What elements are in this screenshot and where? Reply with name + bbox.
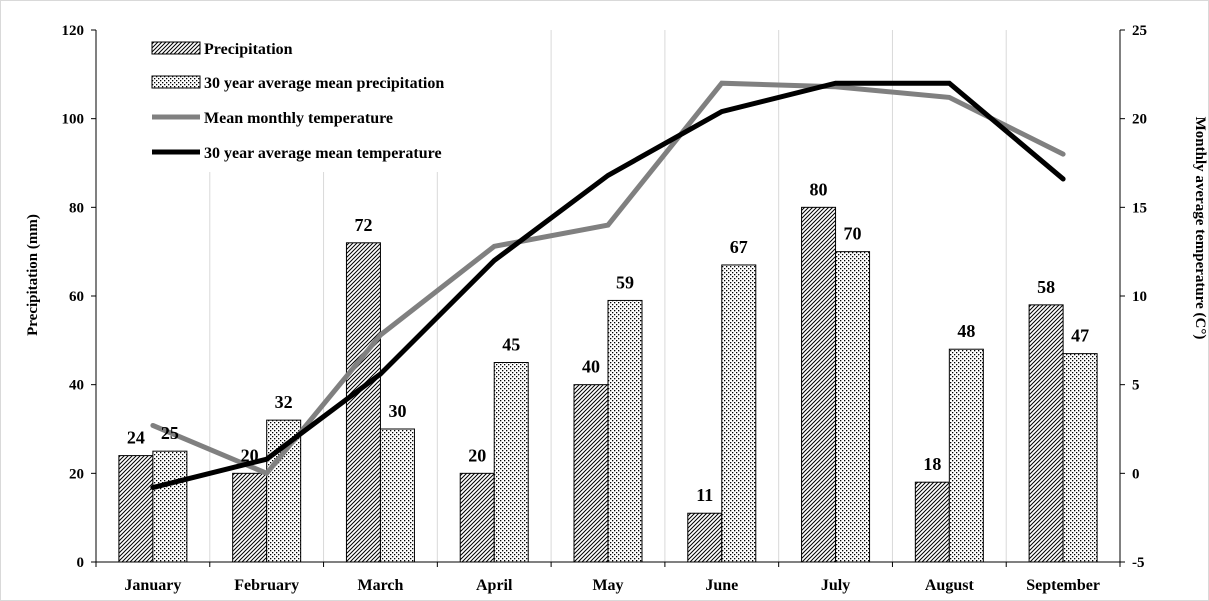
x-tick-label: September: [1026, 577, 1100, 594]
data-labels: 24 25 20 32 72 30 20 45 40 59 11 67 80 70 18 48 58 47: [127, 179, 1089, 505]
bar-avg-precipitation: [493, 362, 529, 563]
y-tick-label: 20: [69, 466, 84, 482]
y-tick-label: 60: [69, 289, 84, 305]
y2-tick-label: -5: [1132, 555, 1145, 571]
bar-precipitation: [1028, 304, 1064, 563]
data-label-avg-precipitation: 67: [730, 237, 748, 257]
legend-item-avg-temperature: 30 year average mean temperature: [152, 145, 442, 162]
y-axis-title: Precipitation (mm): [25, 214, 41, 336]
bar-avg-precipitation: [607, 299, 643, 563]
legend-item-mean-temperature: Mean monthly temperature: [152, 110, 393, 127]
data-label-avg-precipitation: 45: [502, 335, 520, 355]
legend-swatch-hatched: [151, 41, 201, 55]
y-tick-label: 40: [69, 378, 84, 394]
legend-item-avg-precipitation: 30 year average mean precipitation: [151, 75, 444, 92]
data-label-precipitation: 18: [923, 454, 941, 474]
bar-precipitation: [118, 455, 154, 563]
y2-tick-label: 25: [1132, 23, 1147, 39]
bar-avg-precipitation: [1062, 353, 1098, 563]
bar-precipitation: [232, 472, 268, 563]
data-label-avg-precipitation: 59: [616, 272, 634, 292]
x-tick-label: August: [925, 577, 975, 594]
bar-precipitation: [459, 472, 495, 563]
legend-item-precipitation: Precipitation: [151, 41, 293, 58]
x-tick-label: March: [357, 577, 403, 594]
data-label-avg-precipitation: 48: [957, 321, 975, 341]
data-label-precipitation: 20: [468, 445, 486, 465]
bar-precipitation: [914, 481, 950, 563]
legend-box: [148, 25, 503, 172]
data-label-avg-precipitation: 32: [275, 392, 293, 412]
legend-label: 30 year average mean temperature: [204, 145, 442, 162]
bar-avg-precipitation: [948, 348, 984, 563]
data-label-precipitation: 11: [696, 485, 713, 505]
legend-label: Mean monthly temperature: [204, 110, 393, 127]
legend-label: Precipitation: [204, 41, 293, 58]
data-label-precipitation: 58: [1037, 277, 1055, 297]
legend-label: 30 year average mean precipitation: [204, 75, 444, 92]
data-label-avg-precipitation: 47: [1071, 326, 1089, 346]
y2-tick-label: 0: [1132, 466, 1140, 482]
legend: Precipitation 30 year average mean preci…: [148, 25, 503, 172]
x-tick-label: February: [234, 577, 299, 594]
bar-avg-precipitation: [379, 428, 415, 563]
legend-swatch-dotted: [151, 75, 201, 89]
left-axis-ticks: 0 20 40 60 80 100 120: [62, 23, 96, 571]
y-tick-label: 100: [62, 112, 85, 128]
x-tick-label: May: [592, 577, 623, 594]
y2-tick-label: 15: [1132, 200, 1147, 216]
y-tick-label: 120: [62, 23, 85, 39]
right-axis-ticks: -5 0 5 10 15 20 25: [1120, 23, 1147, 571]
bar-precipitation: [801, 206, 837, 563]
bar-avg-precipitation: [721, 264, 757, 563]
y-tick-label: 0: [77, 555, 85, 571]
data-label-avg-precipitation: 70: [844, 224, 862, 244]
precipitation-bars: [118, 206, 1064, 563]
x-tick-label: April: [476, 577, 513, 594]
category-labels: January February March April May June July Augu…: [124, 577, 1100, 594]
y2-tick-label: 20: [1132, 112, 1147, 128]
data-label-precipitation: 72: [354, 215, 372, 235]
temperature-lines: [150, 80, 1066, 491]
series-line-30yr-avg-temperature: [150, 80, 1066, 491]
y2-axis-title: Monthly average temperature (C°): [1192, 117, 1208, 340]
data-label-precipitation: 40: [582, 357, 600, 377]
x-tick-label: June: [705, 577, 738, 594]
data-label-precipitation: 80: [810, 179, 828, 199]
bar-avg-precipitation: [152, 450, 188, 563]
y2-tick-label: 5: [1132, 378, 1140, 394]
bar-precipitation: [345, 242, 381, 563]
y2-tick-label: 10: [1132, 289, 1147, 305]
data-label-avg-precipitation: 30: [388, 401, 406, 421]
bar-avg-precipitation: [835, 251, 871, 563]
x-tick-label: January: [124, 577, 181, 594]
avg-precipitation-bars: [152, 251, 1098, 563]
y-tick-label: 80: [69, 200, 84, 216]
data-label-avg-precipitation: 25: [161, 423, 179, 443]
x-tick-label: July: [821, 577, 850, 594]
bar-precipitation: [573, 384, 609, 563]
bar-precipitation: [687, 512, 723, 563]
series-line-mean-monthly-temperature: [150, 80, 1066, 477]
data-label-precipitation: 24: [127, 428, 145, 448]
data-label-precipitation: 20: [241, 445, 259, 465]
